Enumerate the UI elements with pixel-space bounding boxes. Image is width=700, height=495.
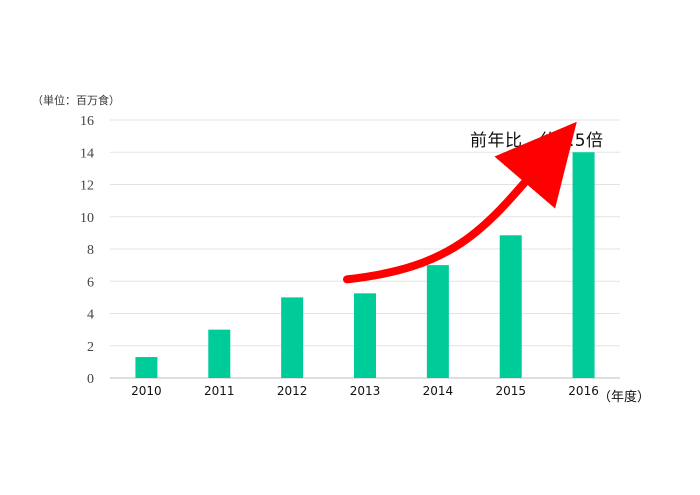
y-tick-label: 12	[80, 179, 94, 194]
bar-2015	[499, 235, 522, 378]
x-tick-label: 2015	[495, 384, 526, 398]
bar-2013	[354, 293, 376, 378]
x-tick-label: 2014	[423, 384, 454, 398]
bar-2010	[135, 357, 158, 378]
y-tick-label: 10	[80, 211, 94, 226]
bar-2016	[572, 152, 595, 378]
x-tick-label: 2010	[131, 384, 162, 398]
y-tick-label: 14	[80, 146, 94, 161]
growth-arrow	[343, 121, 577, 284]
x-tick-label: 2012	[277, 384, 308, 398]
x-tick-label: 2011	[204, 384, 235, 398]
y-axis-unit-label: （単位：百万食）	[32, 94, 120, 107]
y-tick-label: 16	[80, 114, 94, 129]
bar-2012	[281, 297, 304, 378]
y-tick-label: 4	[87, 308, 94, 323]
y-tick-label: 8	[87, 243, 94, 258]
y-tick-label: 0	[87, 372, 94, 387]
bar-2011	[208, 329, 231, 378]
y-tick-label: 6	[87, 275, 94, 290]
x-tick-label: 2013	[350, 384, 381, 398]
y-tick-label: 2	[87, 340, 94, 355]
x-axis-unit-label: （年度）	[598, 390, 651, 405]
bar-2014	[426, 265, 449, 378]
x-tick-label: 2016	[568, 384, 599, 398]
